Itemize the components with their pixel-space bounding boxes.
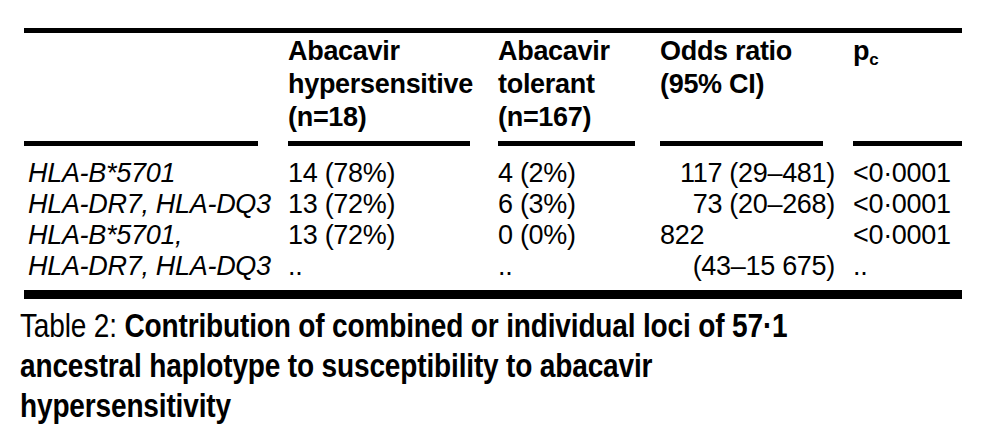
hypersensitive-value: 13 (72%) [288, 220, 498, 251]
table-2: Abacavir hypersensitive (n=18) Abacavir … [24, 28, 962, 299]
caption-line: hypersensitivity [20, 386, 990, 426]
header-underline [24, 141, 962, 146]
underline-segment [660, 141, 823, 146]
row-label: HLA-DR7, HLA-DQ3 [24, 251, 288, 282]
caption-line: Table 2: Contribution of combined or ind… [20, 306, 990, 346]
underline-segment [288, 141, 470, 146]
header-line: Abacavir [498, 35, 660, 68]
odds-ratio-value: 73 (20–268) [660, 189, 853, 220]
table-header-row: Abacavir hypersensitive (n=18) Abacavir … [24, 35, 962, 141]
header-abacavir-hypersensitive: Abacavir hypersensitive (n=18) [288, 35, 498, 141]
table-row: HLA-B*5701 14 (78%) 4 (2%) 117 (29–481) … [24, 158, 962, 189]
hypersensitive-value: .. [288, 251, 498, 282]
header-line: hypersensitive [288, 68, 498, 101]
odds-ratio-value: (43–15 675) [660, 251, 853, 282]
underline-segment [853, 141, 962, 146]
caption-title-part: Contribution of combined or individual l… [125, 307, 788, 344]
table-caption: Table 2: Contribution of combined or ind… [20, 306, 990, 426]
paper-table-figure: Abacavir hypersensitive (n=18) Abacavir … [0, 0, 990, 441]
tolerant-value: .. [498, 251, 660, 282]
row-label: HLA-DR7, HLA-DQ3 [24, 189, 288, 220]
table-body: HLA-B*5701 14 (78%) 4 (2%) 117 (29–481) … [24, 158, 962, 282]
table-row: HLA-DR7, HLA-DQ3 .. .. (43–15 675) .. [24, 251, 962, 282]
odds-ratio-value: 822 [660, 220, 853, 251]
underline-segment [498, 141, 635, 146]
row-label: HLA-B*5701 [24, 158, 288, 189]
table-top-rule [24, 28, 962, 33]
p-value: <0·0001 [853, 220, 962, 251]
header-line: (n=167) [498, 101, 660, 134]
header-p-corrected: pc [853, 35, 962, 141]
tolerant-value: 0 (0%) [498, 220, 660, 251]
hypersensitive-value: 14 (78%) [288, 158, 498, 189]
p-value: <0·0001 [853, 158, 962, 189]
row-label: HLA-B*5701, [24, 220, 288, 251]
table-row: HLA-DR7, HLA-DQ3 13 (72%) 6 (3%) 73 (20–… [24, 189, 962, 220]
odds-ratio-value: 117 (29–481) [660, 158, 853, 189]
p-symbol: p [853, 36, 869, 66]
header-empty [24, 35, 288, 141]
header-line: (95% CI) [660, 68, 853, 101]
p-value: <0·0001 [853, 189, 962, 220]
p-value: .. [853, 251, 962, 282]
caption-line: ancestral haplotype to susceptibility to… [20, 346, 990, 386]
header-line: Abacavir [288, 35, 498, 68]
table-bottom-rule [24, 290, 962, 299]
caption-table-number: Table 2: [20, 307, 125, 344]
p-subscript: c [869, 50, 878, 69]
header-line: Odds ratio [660, 35, 853, 68]
table-row: HLA-B*5701, 13 (72%) 0 (0%) 822 <0·0001 [24, 220, 962, 251]
tolerant-value: 6 (3%) [498, 189, 660, 220]
header-odds-ratio: Odds ratio (95% CI) [660, 35, 853, 141]
header-line: tolerant [498, 68, 660, 101]
hypersensitive-value: 13 (72%) [288, 189, 498, 220]
underline-segment [24, 141, 258, 146]
tolerant-value: 4 (2%) [498, 158, 660, 189]
header-line: (n=18) [288, 101, 498, 134]
header-abacavir-tolerant: Abacavir tolerant (n=167) [498, 35, 660, 141]
